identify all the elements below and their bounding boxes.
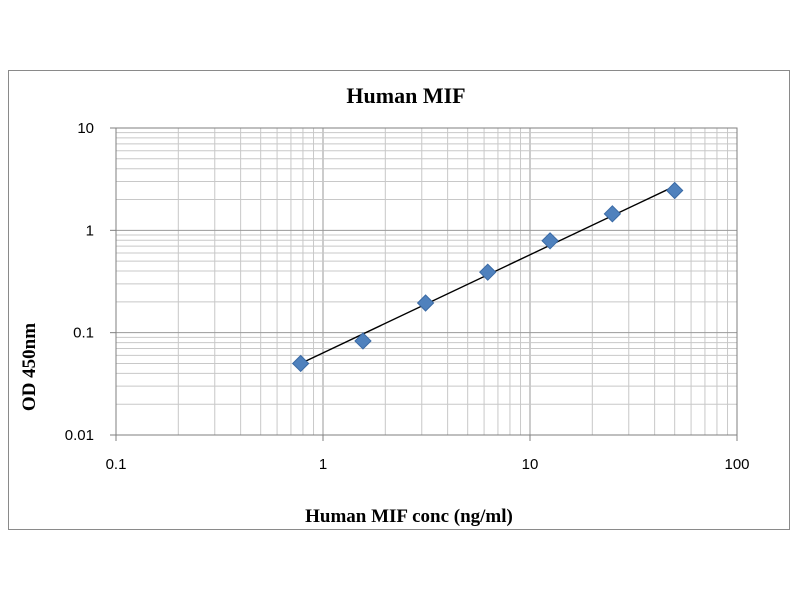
data-point [479, 263, 497, 281]
y-tick-label: 1 [86, 222, 94, 239]
plot-border [115, 127, 738, 436]
chart-title: Human MIF [346, 83, 465, 108]
y-tick-label: 0.01 [65, 427, 94, 444]
chart-frame: 0.1 1 10 100 0.01 0.1 1 10 Human MIF Human MIF … [8, 70, 790, 530]
x-tick-label: 1 [319, 456, 327, 473]
data-point [416, 294, 435, 312]
x-tick-label: 100 [724, 456, 749, 473]
x-tick-label: 10 [522, 456, 539, 473]
y-tick-label: 0.1 [73, 325, 94, 342]
data-point [291, 354, 310, 373]
chart-svg: 0.1 1 10 100 0.01 0.1 1 10 Human MIF Human MIF … [19, 83, 750, 527]
data-point [354, 332, 372, 350]
tick-layer: 0.1 1 10 100 0.01 0.1 1 10 [65, 120, 750, 473]
y-axis-label: OD 450nm [19, 323, 40, 411]
x-axis-label: Human MIF conc (ng/ml) [305, 506, 513, 527]
y-tick-label: 10 [77, 120, 94, 137]
marker-layer [291, 181, 684, 373]
data-point [541, 232, 559, 250]
data-point [603, 205, 622, 223]
x-tick-label: 0.1 [106, 456, 127, 473]
data-point [665, 181, 684, 200]
grid-layer [115, 127, 738, 436]
